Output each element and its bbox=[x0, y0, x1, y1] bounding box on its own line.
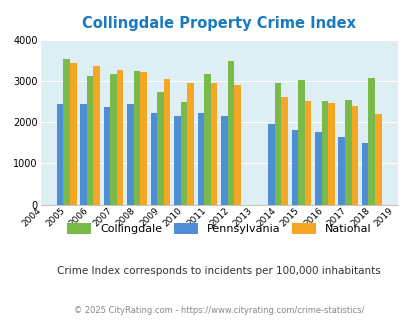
Bar bbox=[321, 101, 327, 205]
Bar bbox=[104, 107, 110, 205]
Bar bbox=[164, 79, 170, 205]
Legend: Collingdale, Pennsylvania, National: Collingdale, Pennsylvania, National bbox=[67, 223, 371, 235]
Bar bbox=[87, 76, 93, 205]
Bar bbox=[174, 115, 180, 205]
Bar bbox=[304, 101, 311, 205]
Bar bbox=[267, 124, 274, 205]
Bar bbox=[110, 75, 117, 205]
Bar bbox=[374, 114, 381, 205]
Bar bbox=[221, 115, 227, 205]
Bar bbox=[180, 102, 187, 205]
Bar bbox=[70, 63, 77, 205]
Bar bbox=[140, 72, 147, 205]
Bar bbox=[197, 114, 204, 205]
Bar bbox=[234, 85, 240, 205]
Bar bbox=[368, 79, 374, 205]
Bar bbox=[204, 74, 210, 205]
Bar bbox=[351, 106, 357, 205]
Text: Collingdale Property Crime Index: Collingdale Property Crime Index bbox=[82, 16, 355, 31]
Bar bbox=[134, 71, 140, 205]
Bar bbox=[314, 132, 321, 205]
Bar bbox=[187, 82, 194, 205]
Bar bbox=[291, 130, 297, 205]
Bar bbox=[274, 82, 281, 205]
Bar bbox=[127, 104, 134, 205]
Bar bbox=[281, 96, 287, 205]
Bar bbox=[63, 59, 70, 205]
Bar bbox=[344, 100, 351, 205]
Text: © 2025 CityRating.com - https://www.cityrating.com/crime-statistics/: © 2025 CityRating.com - https://www.city… bbox=[74, 306, 364, 315]
Bar bbox=[227, 61, 234, 205]
Bar bbox=[93, 66, 100, 205]
Text: Crime Index corresponds to incidents per 100,000 inhabitants: Crime Index corresponds to incidents per… bbox=[57, 266, 380, 276]
Bar bbox=[338, 137, 344, 205]
Bar bbox=[57, 104, 63, 205]
Bar bbox=[80, 104, 87, 205]
Bar bbox=[157, 92, 164, 205]
Bar bbox=[210, 83, 217, 205]
Bar bbox=[150, 114, 157, 205]
Bar bbox=[361, 143, 368, 205]
Bar bbox=[297, 81, 304, 205]
Bar bbox=[327, 103, 334, 205]
Bar bbox=[117, 70, 123, 205]
